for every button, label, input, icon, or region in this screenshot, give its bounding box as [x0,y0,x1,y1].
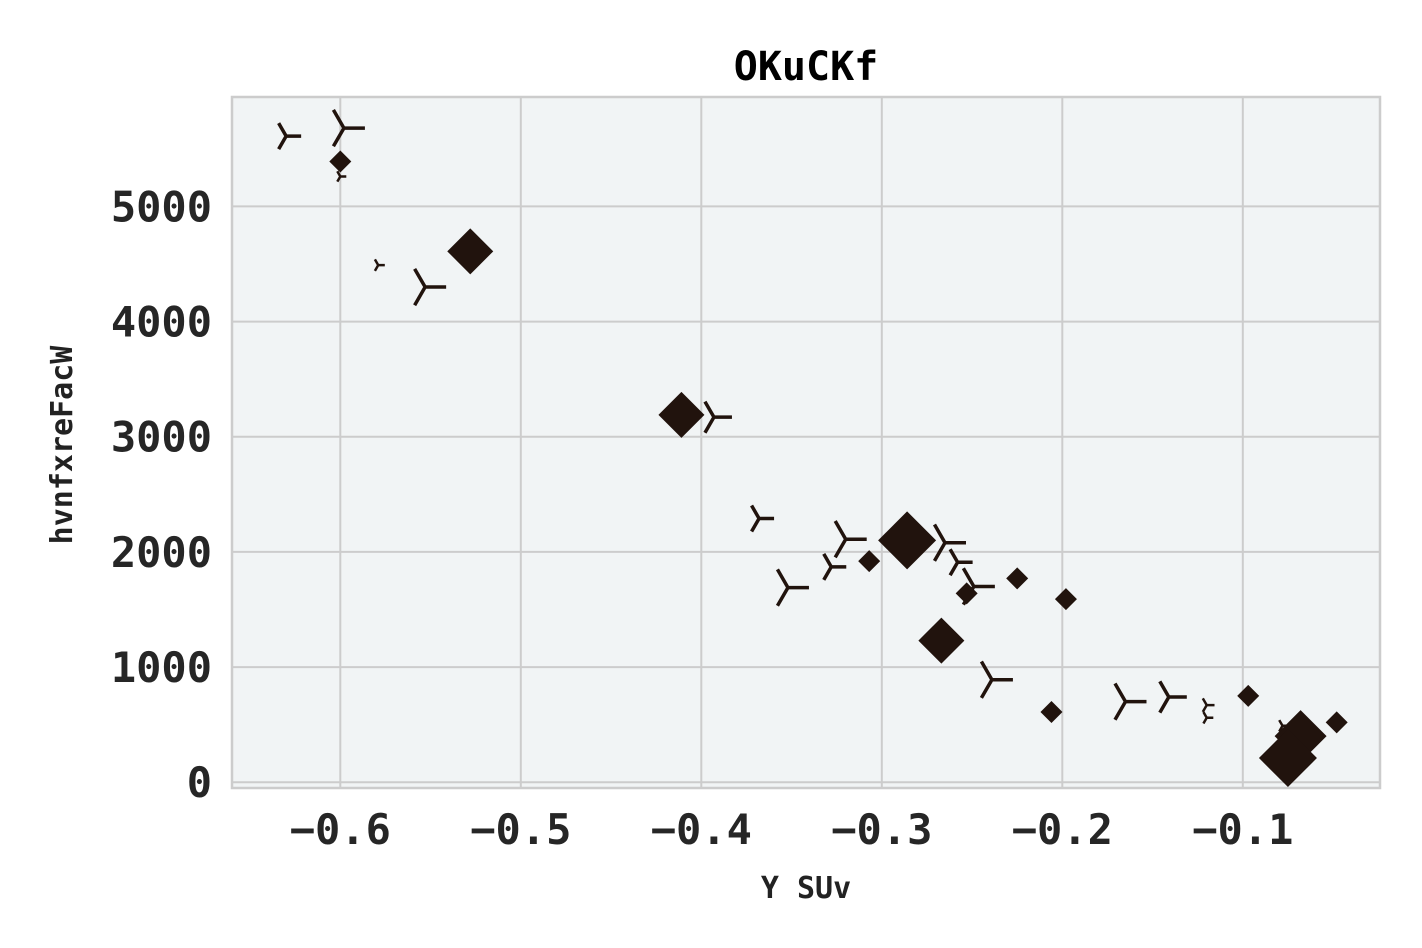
tri-point [1278,719,1290,733]
x-tick-label: −0.5 [470,805,571,854]
chart-title: OKuCKf [734,44,879,90]
diamond-point [1237,684,1260,707]
y-tick-label: 0 [187,758,212,807]
diamond-point [1006,567,1029,590]
x-tick-label: −0.3 [831,805,932,854]
diamond-point [329,150,352,173]
diamond-point [447,228,494,275]
tri-point [1201,697,1215,713]
plot-area [230,95,1382,790]
tri-point [833,520,867,559]
diamond-point [878,511,937,570]
tri-point [750,504,775,533]
tri-point [703,400,732,434]
y-tick-label: 2000 [111,528,212,577]
tri-point [979,660,1013,699]
x-tick-label: −0.1 [1192,805,1293,854]
data-points [277,109,1348,788]
tri-point [1113,682,1147,721]
tri-point [1158,680,1187,714]
x-tick-label: −0.2 [1012,805,1113,854]
diamond-point [918,617,965,664]
tri-point [775,568,809,607]
tri-point [961,567,995,606]
grid-lines [232,97,1380,788]
tri-point [373,258,385,272]
diamond-point [1258,729,1317,788]
x-tick-labels: −0.6 −0.5 −0.4 −0.3 −0.2 −0.1 [290,805,1294,854]
y-tick-label: 4000 [111,298,212,347]
tri-point [822,553,847,581]
y-tick-label: 3000 [111,413,212,462]
tri-point [331,109,365,148]
diamond-point [1054,588,1077,611]
diamond-point [1325,711,1348,734]
diamond-point [1040,700,1063,723]
tri-point [948,548,973,577]
diamond-point [858,550,881,573]
y-tick-label: 5000 [111,182,212,231]
tri-point [932,523,966,562]
tri-point [1202,711,1214,725]
y-axis-label: hvnfxreFacW [45,345,80,545]
tri-point [336,170,347,183]
y-tick-label: 1000 [111,643,212,692]
diamond-point [658,391,705,438]
x-tick-label: −0.4 [651,805,752,854]
tri-point [277,122,302,151]
y-tick-labels: 0 1000 2000 3000 4000 5000 [111,182,212,807]
x-tick-label: −0.6 [290,805,391,854]
tri-point [413,267,447,307]
x-axis-label: Y SUv [761,871,851,906]
